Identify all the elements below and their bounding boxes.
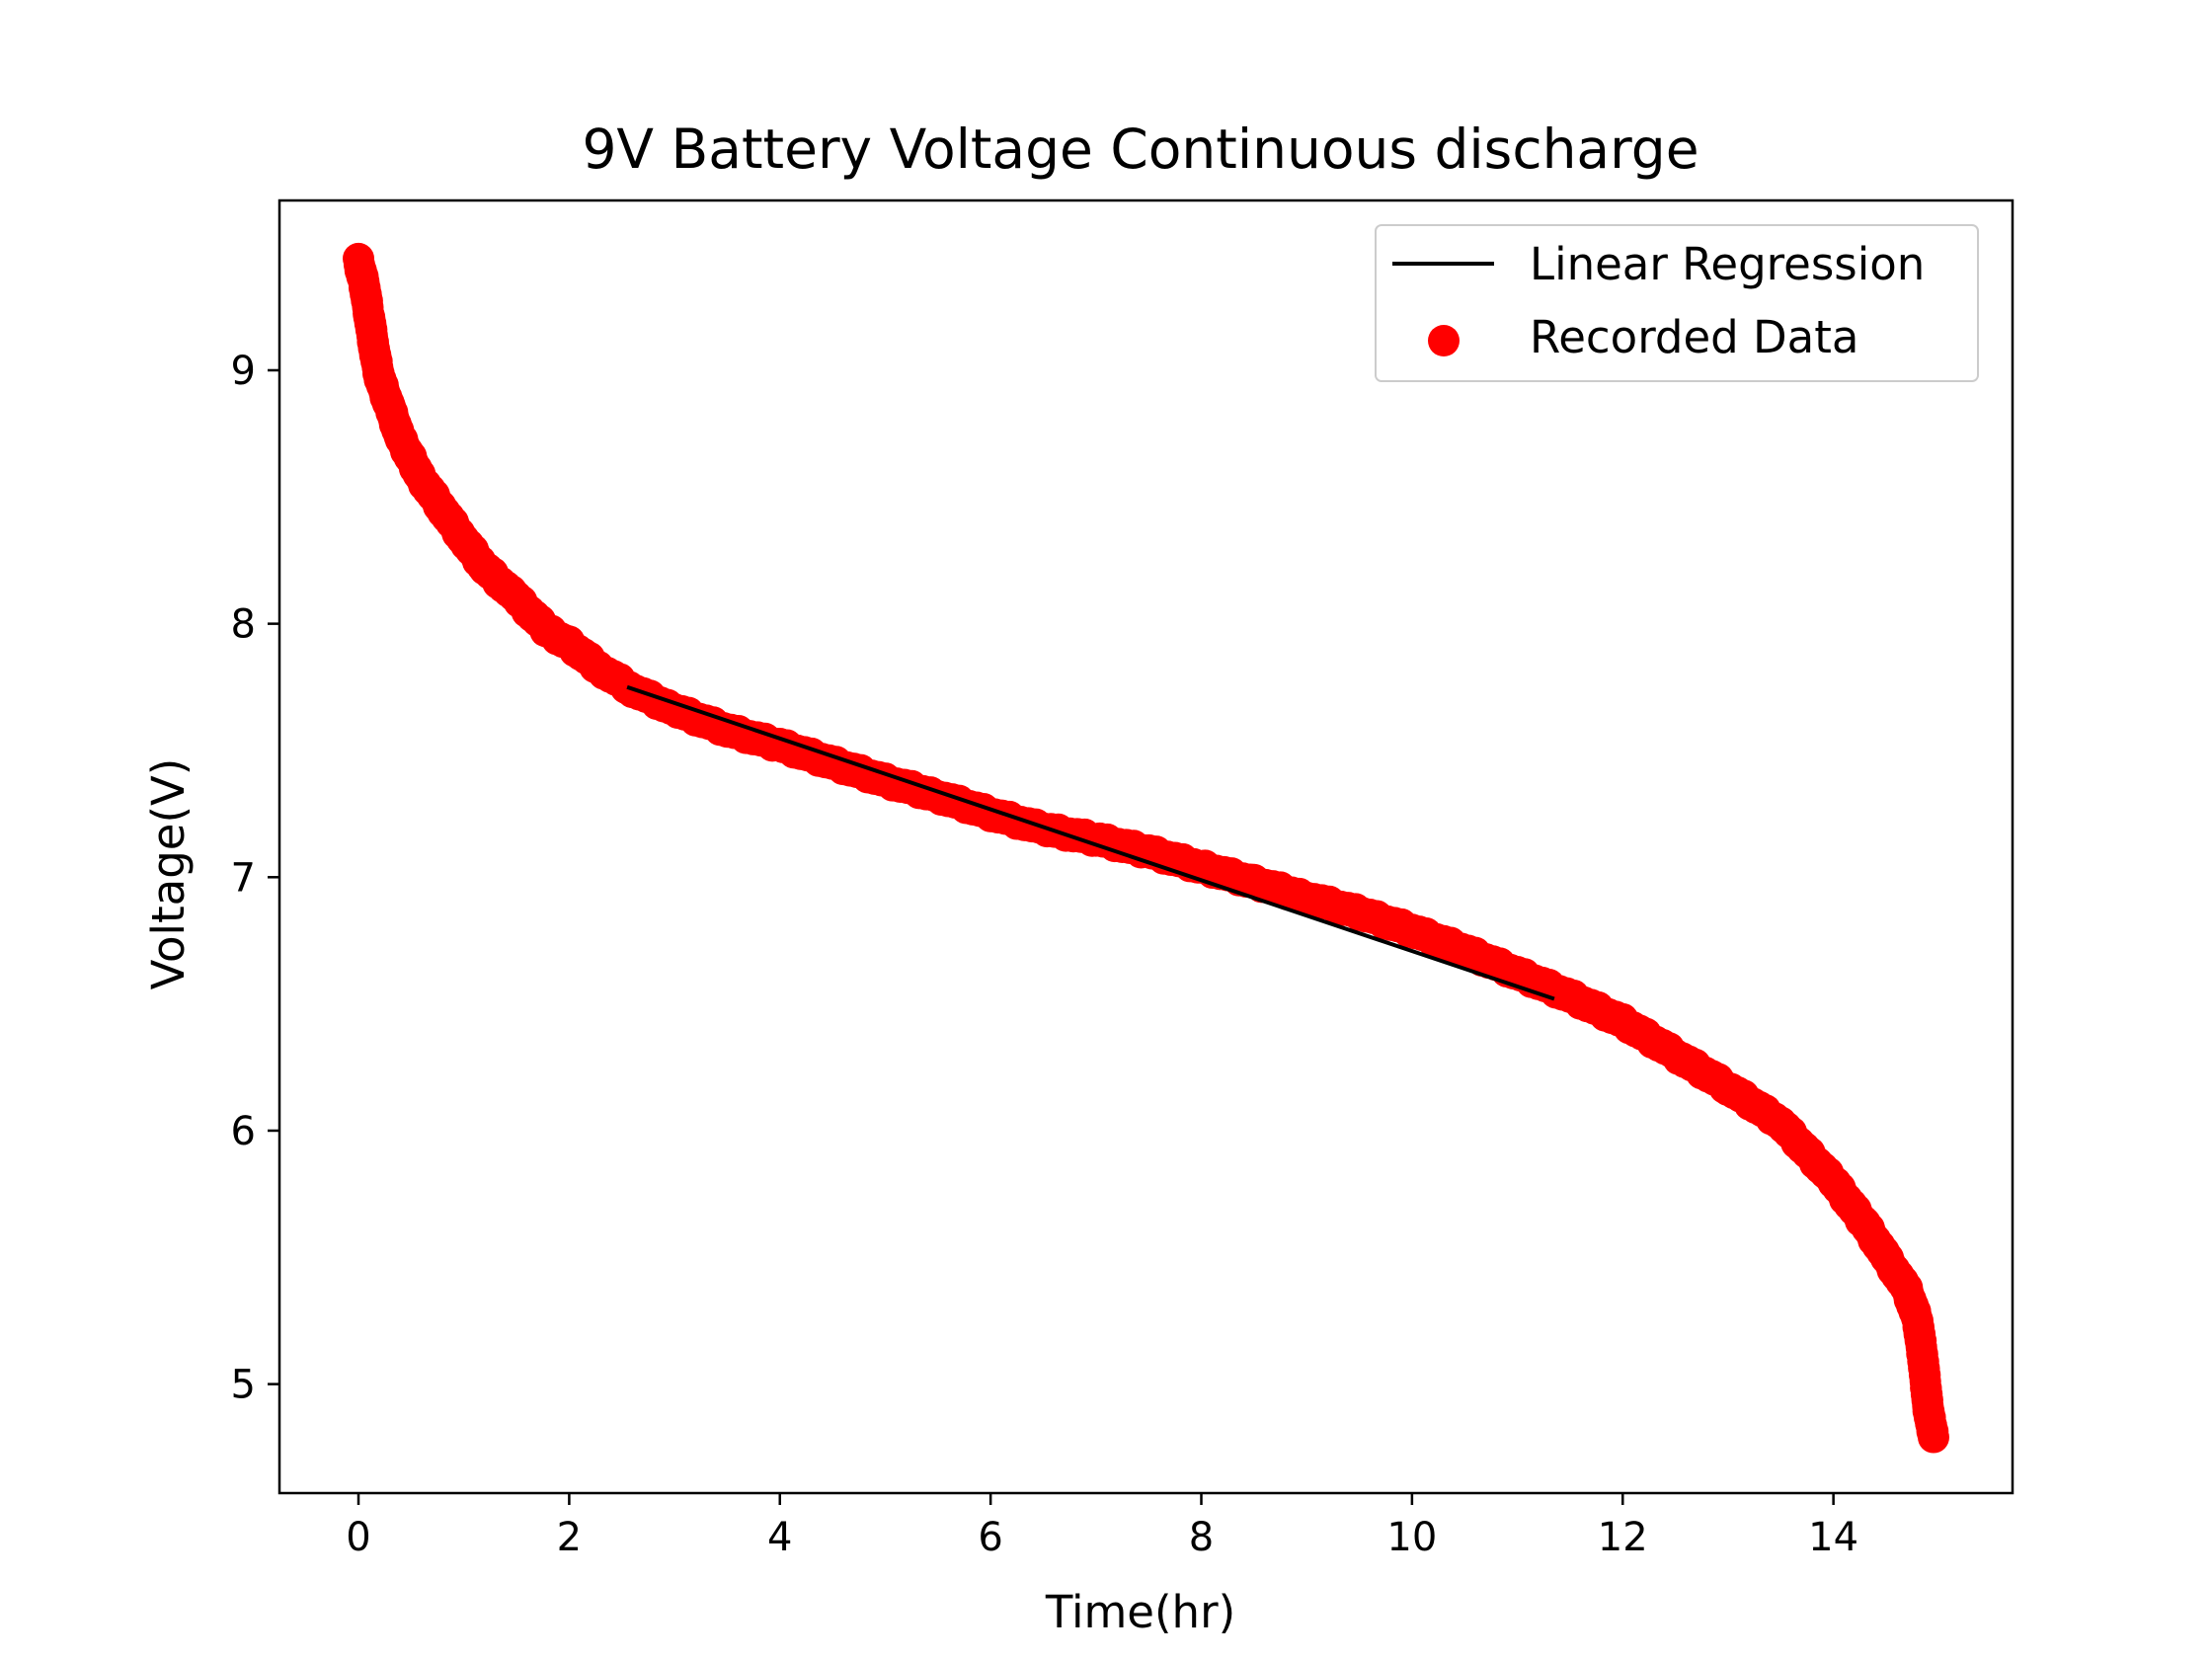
y-axis: 5 6 7 8 9 (231, 349, 279, 1408)
y-tick-label: 6 (231, 1109, 256, 1154)
regression-line (626, 684, 1555, 1001)
data-point (1917, 1421, 1949, 1454)
y-tick-label: 8 (231, 602, 256, 648)
x-tick-label: 4 (767, 1515, 792, 1560)
x-tick-label: 12 (1598, 1515, 1648, 1560)
x-tick-label: 10 (1386, 1515, 1437, 1560)
legend-frame (1375, 224, 1979, 382)
x-tick-label: 14 (1808, 1515, 1858, 1560)
x-axis: 0 2 4 6 8 10 12 14 (346, 1493, 1858, 1560)
y-axis-title: Voltage(V) (142, 758, 195, 990)
y-tick-label: 9 (231, 349, 256, 394)
y-tick-label: 5 (231, 1363, 256, 1408)
legend: Linear Regression Recorded Data (1375, 224, 1979, 382)
x-tick-label: 2 (557, 1515, 582, 1560)
x-axis-title: Time(hr) (1045, 1586, 1235, 1638)
chart-title: 9V Battery Voltage Continuous discharge (582, 118, 1698, 181)
x-tick-label: 0 (346, 1515, 370, 1560)
x-tick-label: 6 (978, 1515, 1002, 1560)
y-tick-label: 7 (231, 855, 256, 901)
data-layer (343, 242, 1949, 1454)
legend-marker-swatch (1428, 325, 1460, 356)
legend-label-regression: Linear Regression (1530, 238, 1925, 290)
x-tick-label: 8 (1189, 1515, 1214, 1560)
legend-label-data: Recorded Data (1530, 311, 1858, 363)
